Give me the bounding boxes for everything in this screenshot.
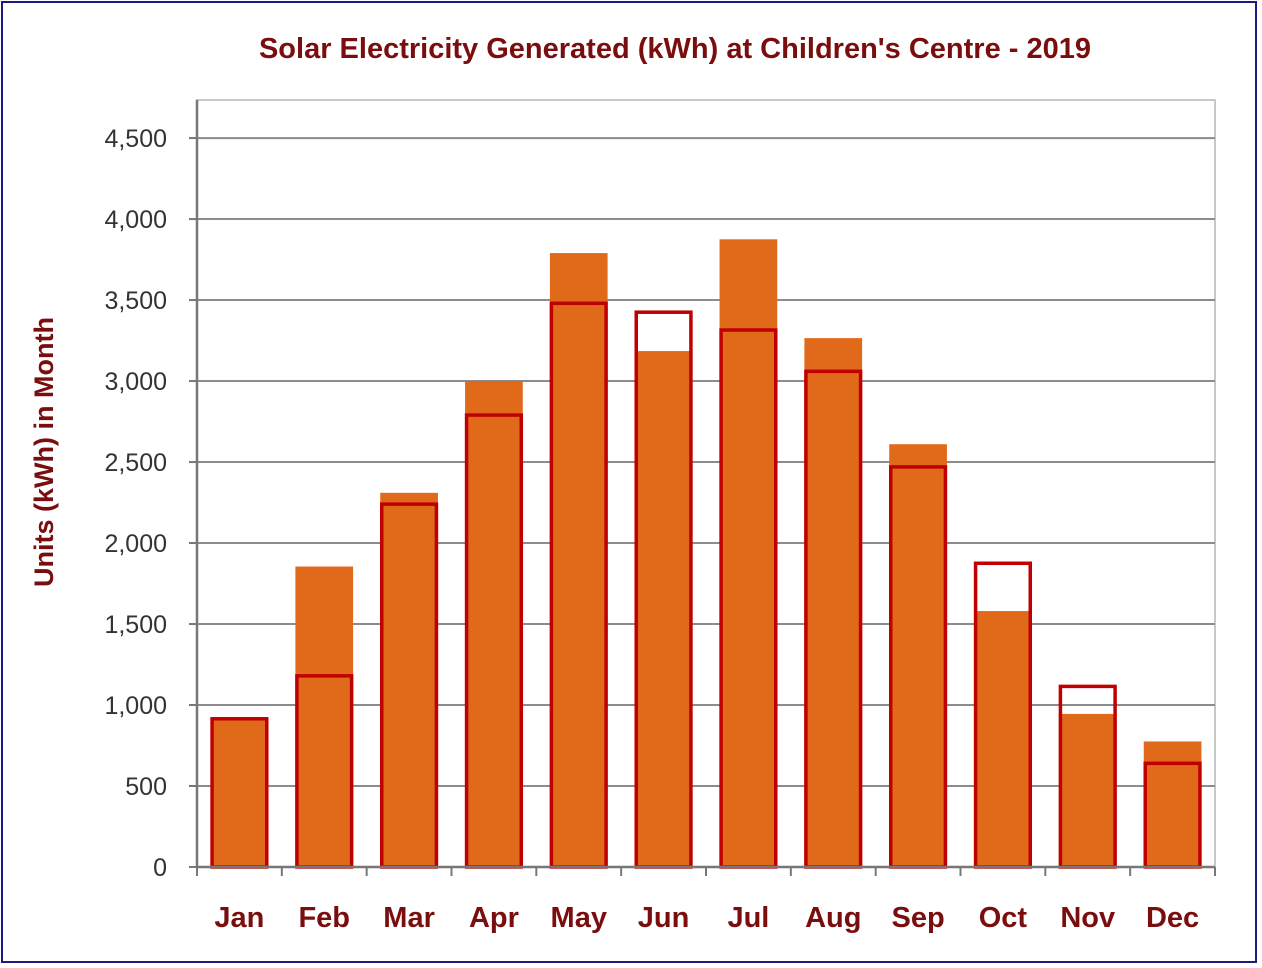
x-tick-label: Jul [727,902,769,934]
x-tick-label: Oct [979,902,1028,934]
bar-filled-aug [804,338,863,867]
bar-filled-may [549,253,608,867]
x-tick-label: Mar [383,902,435,934]
chart-title: Solar Electricity Generated (kWh) at Chi… [259,33,1091,65]
bar-filled-mar [380,492,438,867]
y-tick-label: 2,500 [104,449,167,477]
bar-filled-feb [295,566,354,867]
y-tick-label: 3,500 [104,287,167,315]
x-tick-label: Dec [1146,902,1199,934]
x-tick-label: Feb [298,902,350,934]
y-tick-label: 3,000 [104,368,167,396]
x-tick-label: May [551,902,607,934]
x-tick-label: Nov [1060,902,1115,934]
y-tick-label: 4,000 [104,206,167,234]
y-tick-label: 1,500 [104,611,167,639]
bar-filled-jan [210,718,269,867]
y-tick-label: 4,500 [104,125,167,153]
y-tick-label: 0 [153,854,167,882]
x-tick-label: Jan [214,902,264,934]
bar-filled-jun [634,351,693,867]
y-axis-label: Units (kWh) in Month [29,317,59,587]
x-tick-label: Jun [638,902,690,934]
bar-filled-apr [465,381,523,867]
bar-filled-oct [974,611,1032,867]
bar-filled-dec [1143,741,1202,867]
y-tick-label: 1,000 [104,692,167,720]
y-tick-label: 500 [125,773,167,801]
x-tick-label: Apr [469,902,519,934]
x-tick-label: Sep [891,902,944,934]
y-tick-label: 2,000 [104,530,167,558]
bar-filled-jul [719,239,778,868]
bar-filled-nov [1058,713,1117,867]
x-tick-label: Aug [805,902,861,934]
bar-filled-sep [889,444,947,867]
